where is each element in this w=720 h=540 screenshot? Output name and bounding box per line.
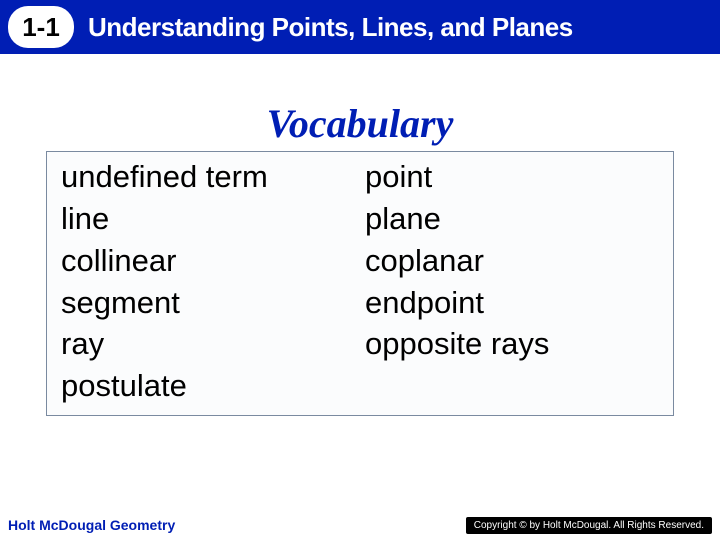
vocab-term-right: plane (365, 198, 659, 240)
vocab-term-left: ray (61, 323, 355, 365)
section-number-text: 1-1 (22, 12, 60, 43)
footer-right-badge: Copyright © by Holt McDougal. All Rights… (466, 517, 712, 534)
footer-left-text: Holt McDougal Geometry (8, 517, 175, 533)
vocab-term-left: postulate (61, 365, 355, 407)
vocab-term-left: segment (61, 282, 355, 324)
content-area: Vocabulary undefined term point line pla… (46, 100, 674, 416)
vocab-term-right: endpoint (365, 282, 659, 324)
header-bar: 1-1 Understanding Points, Lines, and Pla… (0, 0, 720, 54)
vocabulary-box: undefined term point line plane collinea… (46, 151, 674, 416)
vocab-term-left: line (61, 198, 355, 240)
vocab-term-right: opposite rays (365, 323, 659, 365)
section-number-badge: 1-1 (8, 6, 74, 48)
header-title: Understanding Points, Lines, and Planes (88, 12, 573, 43)
footer: Holt McDougal Geometry Copyright © by Ho… (0, 510, 720, 540)
vocabulary-heading: Vocabulary (46, 100, 674, 147)
slide: 1-1 Understanding Points, Lines, and Pla… (0, 0, 720, 540)
vocab-term-right: point (365, 156, 659, 198)
copyright-text: Copyright © by Holt McDougal. All Rights… (474, 520, 704, 531)
vocab-term-left: collinear (61, 240, 355, 282)
vocab-term-right (365, 365, 659, 407)
vocab-term-right: coplanar (365, 240, 659, 282)
vocab-term-left: undefined term (61, 156, 355, 198)
